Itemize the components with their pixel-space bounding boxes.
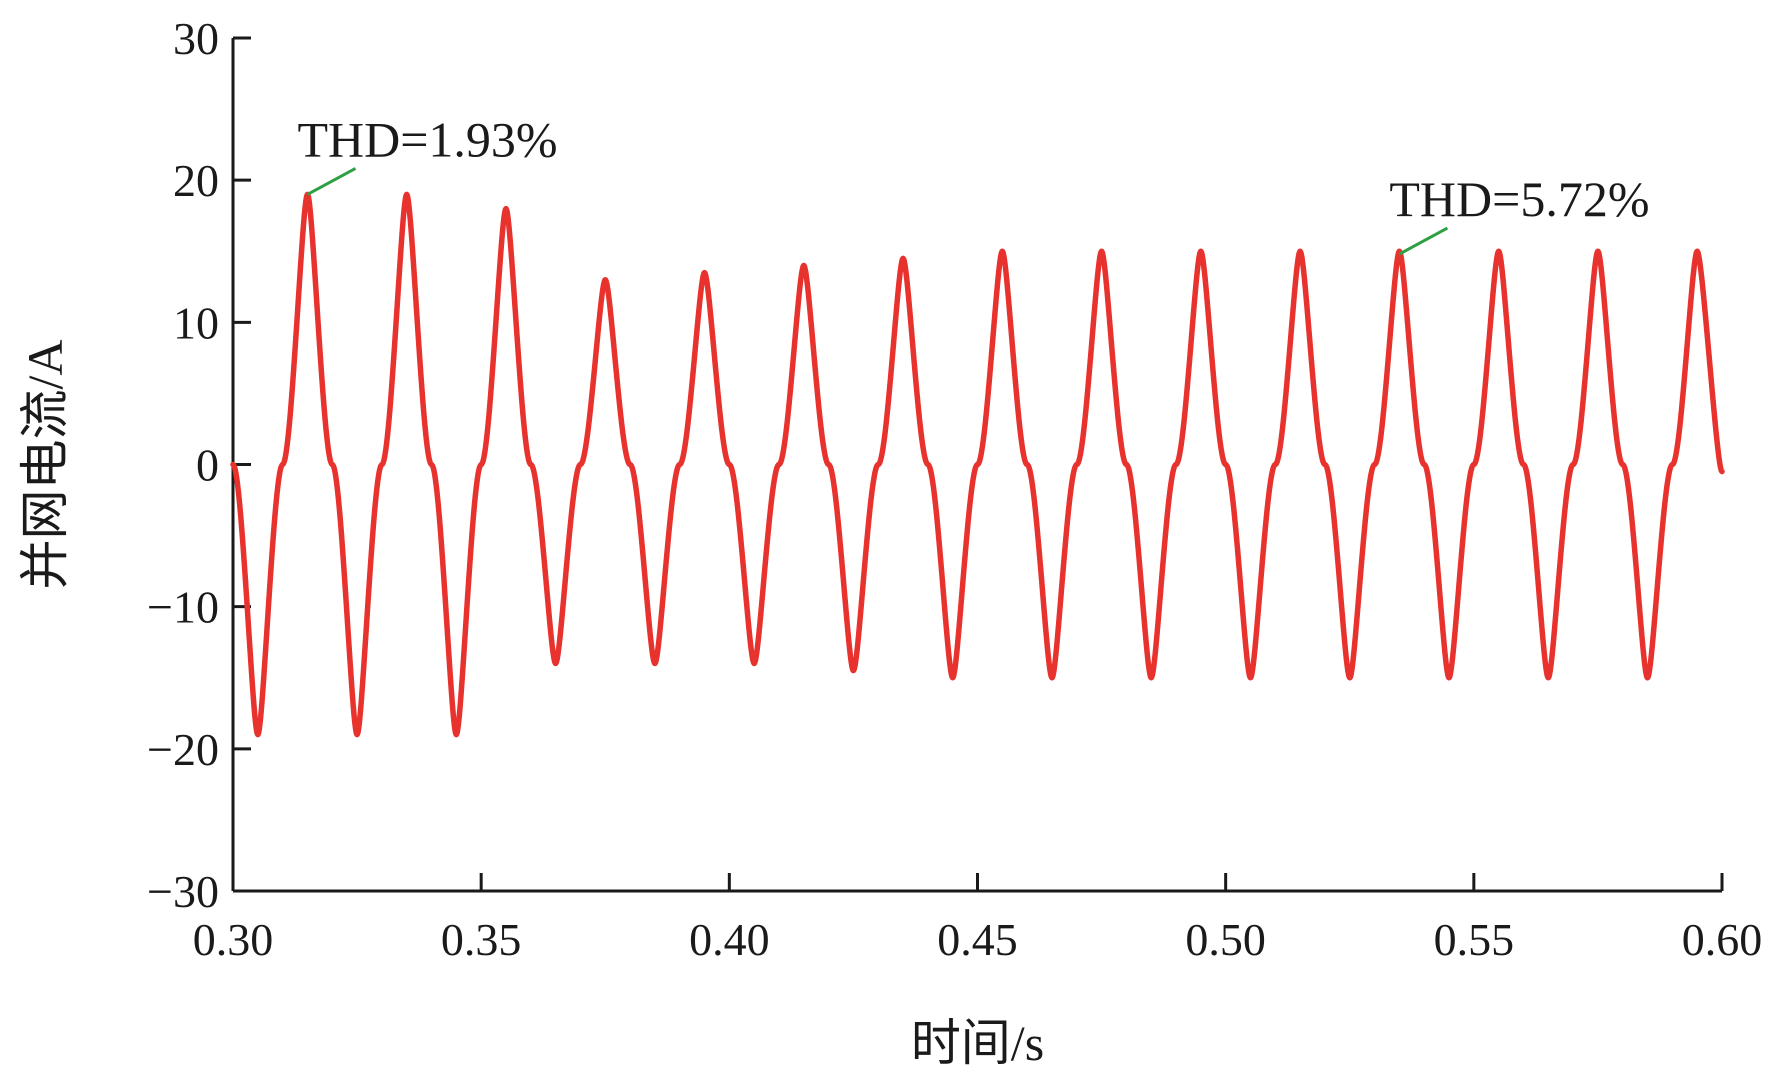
annotation-leader-line [306, 167, 357, 196]
y-ticks: 30 20 10 0 −10 −20 −30 [147, 13, 251, 917]
current-series-line [230, 191, 1725, 738]
x-tick-label: 0.55 [1434, 914, 1515, 965]
annotations: THD=1.93% THD=5.72% [297, 111, 1649, 256]
y-axis-label: 并网电流/A [17, 340, 73, 590]
y-tick-label: 20 [173, 155, 219, 206]
x-tick-label: 0.60 [1682, 914, 1763, 965]
y-tick-label: 10 [173, 297, 219, 348]
series-group [230, 191, 1725, 738]
thd-annotation: THD=1.93% [297, 111, 557, 167]
x-ticks: 0.30 0.35 0.40 0.45 0.50 0.55 0.60 [193, 873, 1763, 965]
x-tick-label: 0.40 [689, 914, 770, 965]
x-tick-label: 0.30 [193, 914, 274, 965]
y-tick-label: 30 [173, 13, 219, 64]
x-tick-label: 0.35 [441, 914, 522, 965]
x-tick-label: 0.50 [1185, 914, 1266, 965]
y-tick-label: −10 [147, 582, 219, 633]
x-tick-label: 0.45 [937, 914, 1018, 965]
annotation-leader-line [1398, 226, 1449, 256]
thd-annotation: THD=5.72% [1389, 171, 1649, 227]
x-axis-label: 时间/s [911, 1015, 1044, 1071]
y-tick-label: −30 [147, 866, 219, 917]
y-tick-label: 0 [196, 440, 219, 491]
y-tick-label: −20 [147, 724, 219, 775]
